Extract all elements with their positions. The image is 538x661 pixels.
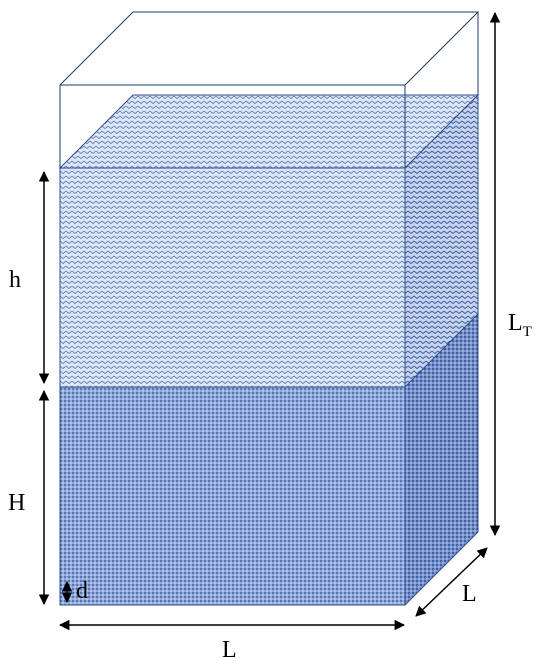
upper-layer-front: [59, 167, 406, 388]
lower-layer-front: [59, 386, 406, 606]
H-label: H: [8, 490, 25, 516]
LT-label: LT: [508, 310, 532, 340]
side-L-label: L: [462, 581, 477, 607]
h-label: h: [9, 267, 21, 293]
LT-subscript: T: [523, 324, 532, 340]
d-label: d: [76, 578, 88, 604]
tank-outline: [59, 11, 480, 168]
tank: [58, 11, 480, 607]
lower-layer-side: [404, 312, 479, 607]
dimension-arrows: [38, 11, 501, 631]
LT-main: L: [508, 310, 523, 336]
side-L-arrow: [415, 547, 488, 617]
bottom-L-label: L: [222, 637, 237, 661]
